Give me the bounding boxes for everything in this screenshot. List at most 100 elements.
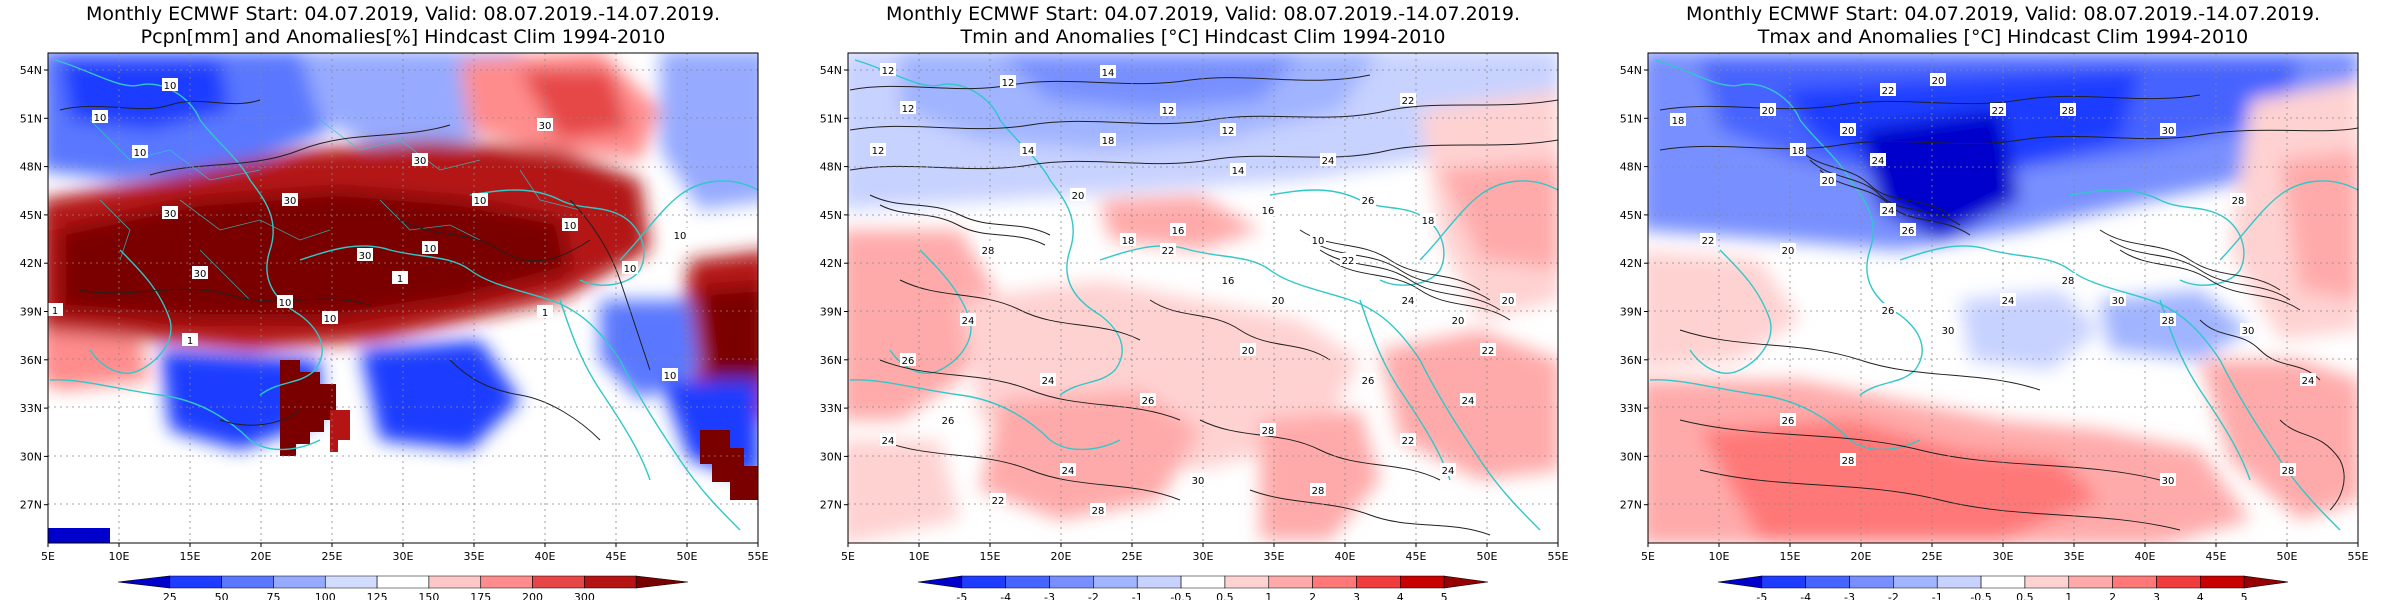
svg-text:28: 28	[1092, 506, 1105, 517]
contour-label: 24	[880, 433, 896, 447]
svg-text:18: 18	[1672, 116, 1685, 127]
contour-label: 24	[2000, 293, 2016, 307]
contour-label: 26	[1140, 393, 1156, 407]
colorbar-label: 300	[574, 591, 595, 600]
colorbar-label: 2	[2109, 591, 2116, 600]
contour-label: 14	[1230, 163, 1246, 177]
colorbar-label: -2	[1088, 591, 1099, 600]
colorbar-label: -4	[1000, 591, 1011, 600]
panel-tmax: Monthly ECMWF Start: 04.07.2019, Valid: …	[1620, 3, 2369, 600]
contour-label: 28	[2060, 103, 2076, 117]
svg-text:22: 22	[1162, 246, 1175, 257]
contour-label: 26	[900, 353, 916, 367]
contour-label: 30	[194, 269, 207, 280]
colorbar-swatch	[2156, 575, 2201, 589]
panel-title-line2: Tmax and Anomalies [°C] Hindcast Clim 19…	[1757, 26, 2249, 48]
svg-text:26: 26	[942, 416, 955, 427]
contour-label: 10	[474, 196, 487, 207]
lat-tick-label: 51N	[1620, 112, 1642, 125]
panel-title-line2: Tmin and Anomalies [°C] Hindcast Clim 19…	[960, 26, 1446, 48]
svg-text:24: 24	[1462, 396, 1475, 407]
colorbar-swatch	[1936, 575, 1982, 589]
lon-tick-label: 50E	[1477, 550, 1498, 563]
colorbar-label: -1	[1932, 591, 1943, 600]
colorbar-label: 200	[522, 591, 543, 600]
contour-label: 28	[2160, 313, 2176, 327]
lon-tick-label: 20E	[1851, 550, 1872, 563]
contour-labels: 10 10 10 30 30 30 30 10 10 10 30 10 1 1 …	[48, 78, 688, 382]
contour-label: 12	[900, 101, 916, 115]
contour-label: 18	[1420, 213, 1436, 227]
svg-text:24: 24	[962, 316, 975, 327]
contour-label: 24	[1040, 373, 1056, 387]
contour-label: 28	[1260, 423, 1276, 437]
colorbar-swatch	[1849, 575, 1894, 589]
contour-label: 10	[664, 371, 677, 382]
svg-text:26: 26	[1362, 376, 1375, 387]
lat-tick-label: 27N	[820, 499, 842, 512]
svg-text:22: 22	[1402, 96, 1415, 107]
lat-tick-label: 45N	[820, 209, 842, 222]
svg-text:22: 22	[1402, 436, 1415, 447]
contour-label: 18	[1670, 113, 1686, 127]
contour-label: 24	[1870, 153, 1886, 167]
colorbar: 25 50 75 100 125 150 175 200 300	[117, 575, 689, 600]
colorbar-label: 3	[1353, 591, 1360, 600]
colorbar-swatch	[1224, 575, 1270, 589]
contour-label: 24	[960, 313, 976, 327]
contour-label: 24	[1440, 463, 1456, 477]
svg-text:18: 18	[1422, 216, 1435, 227]
contour-label: 16	[1170, 223, 1186, 237]
contour-labels: 18 20 20 22 20 22 24 20 18 20 22 24 26 28 30 28 26 30 24 28…	[1670, 73, 2316, 487]
contour-label: 16	[1220, 273, 1236, 287]
svg-text:28: 28	[2062, 276, 2075, 287]
contour-label: 14	[1100, 65, 1116, 79]
lon-tick-label: 20E	[1051, 550, 1072, 563]
colorbar: -5 -4 -3 -2 -1 -0.5 0.5 1 2 3 4 5	[1717, 575, 2289, 600]
colorbar-label: -3	[1044, 591, 1055, 600]
contour-label: 12	[1000, 75, 1016, 89]
lat-tick-label: 48N	[20, 161, 42, 174]
lon-tick-label: 45E	[1406, 550, 1427, 563]
svg-text:30: 30	[2162, 126, 2175, 137]
contour-label: 1	[397, 274, 403, 285]
lat-tick-label: 33N	[820, 402, 842, 415]
contour-label: 26	[1880, 303, 1896, 317]
lon-tick-label: 10E	[1709, 550, 1730, 563]
lon-tick-label: 30E	[1193, 550, 1214, 563]
svg-text:24: 24	[2002, 296, 2015, 307]
contour-label: 20	[1930, 73, 1946, 87]
colorbar-label: -2	[1888, 591, 1899, 600]
lat-tick-label: 33N	[1620, 402, 1642, 415]
lat-tick-label: 30N	[820, 450, 842, 463]
contour-label: 30	[1940, 323, 1956, 337]
lat-tick-label: 42N	[820, 257, 842, 270]
svg-text:30: 30	[2162, 476, 2175, 487]
svg-text:22: 22	[1482, 346, 1495, 357]
contour-label: 30	[2160, 123, 2176, 137]
contour-label: 28	[1840, 453, 1856, 467]
contour-label: 20	[1270, 293, 1286, 307]
contour-label: 10	[164, 81, 177, 92]
contour-label: 28	[980, 243, 996, 257]
colorbar-label: -4	[1800, 591, 1811, 600]
grid-lines	[848, 53, 1558, 543]
colorbar-swatch	[1136, 575, 1182, 589]
contour-label: 14	[1020, 143, 1036, 157]
svg-text:12: 12	[872, 146, 885, 157]
svg-text:26: 26	[902, 356, 915, 367]
colorbar-swatch	[2068, 575, 2113, 589]
lat-tick-label: 42N	[20, 257, 42, 270]
colorbar-swatch	[1893, 575, 1938, 589]
svg-text:30: 30	[2112, 296, 2125, 307]
contour-lines	[1659, 94, 2358, 531]
contour-label: 12	[1160, 103, 1176, 117]
contour-label: 20	[1820, 173, 1836, 187]
svg-text:20: 20	[1842, 126, 1855, 137]
colorbar-swatch	[428, 575, 482, 589]
colorbar-swatch	[2200, 575, 2245, 589]
colorbar-swatch	[117, 575, 171, 589]
svg-text:12: 12	[902, 104, 915, 115]
colorbar-label: 125	[367, 591, 388, 600]
contour-label: 16	[1260, 203, 1276, 217]
